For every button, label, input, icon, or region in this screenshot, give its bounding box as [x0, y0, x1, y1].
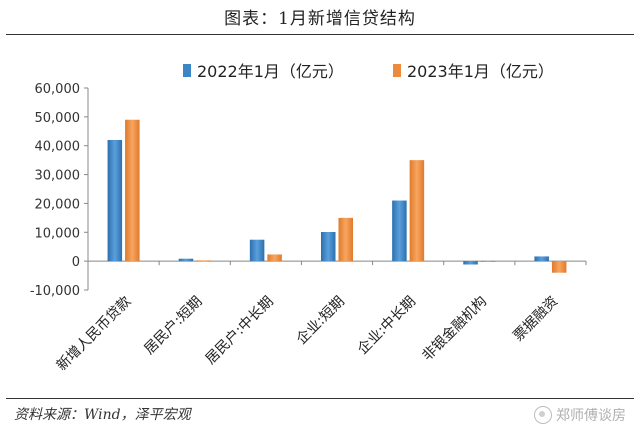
legend-label-2022: 2022年1月（亿元）: [197, 62, 344, 81]
legend-label-2023: 2023年1月（亿元）: [407, 62, 554, 81]
bar-2022: [249, 239, 265, 262]
footer-rule: [6, 398, 634, 399]
bar-2023: [480, 261, 496, 263]
legend-item-2022: 2022年1月（亿元）: [183, 58, 344, 82]
watermark: 郑师傅谈房: [534, 405, 626, 425]
y-tick-label: 20,000: [35, 197, 81, 212]
x-tick-label: 新增人民币贷款: [54, 294, 135, 375]
bar-2023: [409, 160, 425, 262]
legend-swatch-2022: [183, 63, 191, 77]
legend-swatch-2023: [393, 63, 401, 77]
y-tick-label: -10,000: [30, 284, 80, 299]
y-tick-label: 10,000: [35, 226, 81, 241]
bar-2022: [463, 261, 478, 265]
y-tick-label: 30,000: [35, 169, 81, 184]
bar-2022: [321, 231, 336, 262]
bar-2023: [267, 254, 282, 262]
x-tick-label: 居民户:中长期: [202, 293, 277, 368]
y-tick-label: 0: [72, 255, 80, 270]
bar-2022: [178, 258, 194, 262]
source-note: 资料来源：Wind，泽平宏观: [14, 407, 191, 423]
x-tick-label: 非银金融机构: [419, 294, 490, 365]
bar-2023: [196, 260, 211, 262]
legend-item-2023: 2023年1月（亿元）: [393, 58, 554, 82]
chart-legend: 2022年1月（亿元） 2023年1月（亿元）: [0, 58, 640, 81]
bar-2023: [125, 119, 140, 262]
bar-2023: [338, 217, 353, 262]
x-tick-label: 居民户:短期: [141, 293, 206, 358]
bar-2022: [107, 139, 123, 262]
bar-2023: [551, 261, 567, 273]
watermark-text: 郑师傅谈房: [556, 408, 626, 424]
x-tick-label: 企业:短期: [293, 293, 348, 348]
bar-2022: [534, 256, 549, 262]
title-rule: [6, 34, 634, 35]
bar-2022: [392, 200, 407, 262]
y-tick-label: 40,000: [35, 140, 81, 155]
x-tick-label: 企业:中长期: [354, 293, 419, 358]
x-tick-label: 票据融资: [510, 294, 561, 345]
y-tick-label: 60,000: [35, 82, 81, 97]
watermark-logo-icon: [534, 406, 552, 424]
bar-chart: -10,000 0 10,000 20,000 30,000 40,000 50,000 60…: [30, 82, 587, 375]
chart-title: 图表：1月新增信贷结构: [224, 9, 416, 29]
y-tick-label: 50,000: [35, 111, 81, 126]
